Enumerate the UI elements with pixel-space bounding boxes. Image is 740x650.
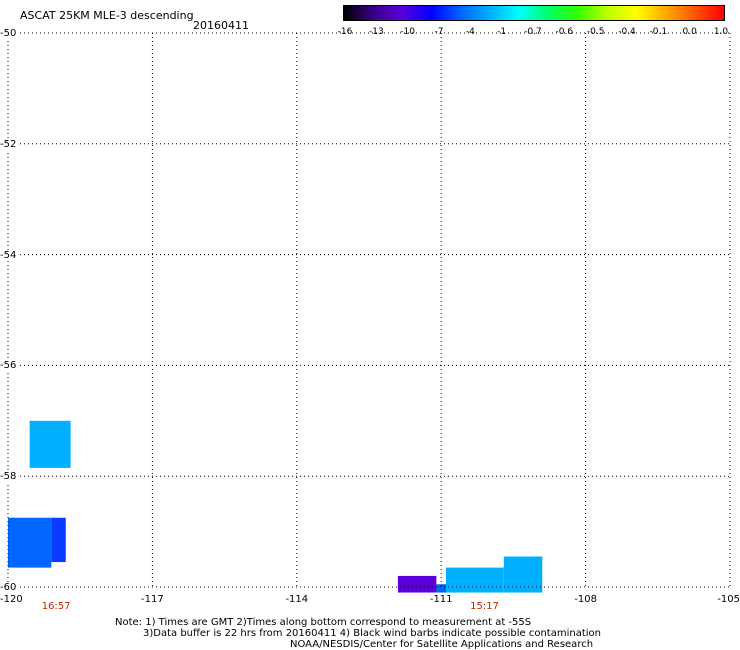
latitude-label: -56 (0, 360, 18, 372)
colorbar-tick-label: 1.0 (713, 27, 729, 37)
colorbar-tick-label: -16 (337, 27, 353, 37)
colorbar-tick-label: -0.6 (555, 27, 574, 37)
plot-frame (8, 33, 730, 587)
note-line-1: Note: 1) Times are GMT 2)Times along bot… (115, 617, 532, 628)
latitude-label: -58 (0, 471, 18, 483)
longitude-label: -105 (717, 594, 740, 605)
colorbar-tick-label: -0.5 (586, 27, 605, 37)
wind-data-cell (8, 517, 52, 568)
colorbar-tick-label: 0.0 (682, 27, 697, 37)
wind-data-cell (29, 420, 71, 468)
colorbar-tick-label: -0.1 (649, 27, 668, 37)
colorbar-tick-label: -0.4 (618, 27, 636, 37)
wind-data-cell (503, 556, 543, 593)
colorbar-tick-label: -13 (368, 27, 384, 37)
product-title: ASCAT 25KM MLE-3 descending (20, 9, 194, 22)
colorbar-tick-label: -1 (497, 27, 507, 37)
latitude-label: -52 (0, 138, 18, 150)
note-line-2: 3)Data buffer is 22 hrs from 20160411 4)… (143, 628, 601, 639)
time-label: 15:17 (470, 601, 499, 612)
colorbar-gradient (344, 6, 724, 20)
data-cells (8, 420, 543, 593)
note-line-3: NOAA/NESDIS/Center for Satellite Applica… (290, 639, 594, 650)
latitude-label: -50 (0, 28, 18, 39)
longitude-label: -108 (574, 594, 597, 605)
wind-data-cell (436, 584, 447, 593)
longitude-label: -111 (429, 594, 453, 605)
colorbar-tick-label: -0.7 (524, 27, 542, 37)
colorbar-tick-label: -10 (400, 27, 416, 37)
wind-data-cell (51, 517, 66, 563)
latitude-label: -60 (0, 582, 18, 593)
latitude-label: -54 (0, 249, 18, 261)
longitude-label: -120 (0, 594, 23, 605)
time-label: 16:57 (41, 601, 71, 612)
colorbar (343, 5, 725, 21)
colorbar-tick-label: -7 (434, 27, 444, 37)
longitude-label: -117 (141, 594, 164, 605)
date-label: 20160411 (193, 19, 249, 32)
wind-data-cell (397, 575, 437, 593)
wind-data-cell (446, 567, 504, 593)
grid-lines (7, 32, 731, 588)
longitude-label: -114 (285, 594, 309, 605)
colorbar-tick-label: -4 (465, 27, 475, 37)
